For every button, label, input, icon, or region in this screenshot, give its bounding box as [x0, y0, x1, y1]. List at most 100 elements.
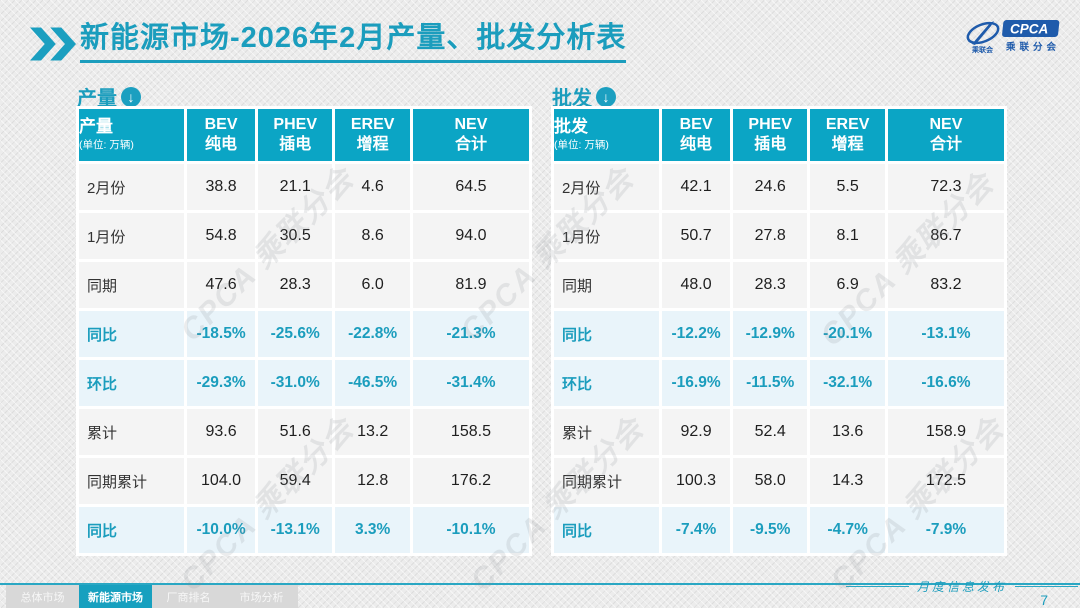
- cell-value: -4.7%: [810, 507, 885, 553]
- table-row: 1月份 54.8 30.5 8.6 94.0: [79, 213, 529, 259]
- table-row: 2月份 38.8 21.1 4.6 64.5: [79, 164, 529, 210]
- cell-value: 13.2: [335, 409, 410, 455]
- cell-value: -32.1%: [810, 360, 885, 406]
- table-row: 2月份 42.1 24.6 5.5 72.3: [554, 164, 1004, 210]
- table-row: 环比 -16.9% -11.5% -32.1% -16.6%: [554, 360, 1004, 406]
- table-row: 同期 47.6 28.3 6.0 81.9: [79, 262, 529, 308]
- cell-value: 158.9: [887, 409, 1004, 455]
- wholesale-table: 批发 (单位: 万辆) BEV 纯电 PHEV 插电 EREV 增程 NEV 合计 2月份 42…: [551, 106, 1007, 556]
- row-label: 同比: [79, 507, 185, 553]
- row-label: 同期累计: [554, 458, 660, 504]
- cell-value: 172.5: [887, 458, 1004, 504]
- table-row: 累计 92.9 52.4 13.6 158.9: [554, 409, 1004, 455]
- cell-value: -31.0%: [257, 360, 333, 406]
- cell-value: -10.0%: [187, 507, 255, 553]
- logo-sub-text: 乘联分会: [1005, 41, 1060, 53]
- cell-value: 58.0: [732, 458, 808, 504]
- wholesale-table-container: 批发 (单位: 万辆) BEV 纯电 PHEV 插电 EREV 增程 NEV 合计 2月份 42…: [551, 106, 1007, 556]
- row-label: 1月份: [554, 213, 660, 259]
- section-label-text: 产量: [77, 88, 117, 110]
- row-label: 同比: [554, 507, 660, 553]
- column-header: NEV 合计: [412, 109, 529, 161]
- table-row: 同比 -10.0% -13.1% 3.3% -10.1%: [79, 507, 529, 553]
- row-label: 环比: [554, 360, 660, 406]
- cell-value: 6.0: [335, 262, 410, 308]
- table-row: 同比 -7.4% -9.5% -4.7% -7.9%: [554, 507, 1004, 553]
- cell-value: 59.4: [257, 458, 333, 504]
- double-chevron-icon: [30, 27, 76, 61]
- cell-value: 86.7: [887, 213, 1004, 259]
- cell-value: -13.1%: [887, 311, 1004, 357]
- column-header: EREV 增程: [810, 109, 885, 161]
- page-number: 7: [1040, 592, 1048, 608]
- column-header: BEV 纯电: [662, 109, 730, 161]
- column-header: NEV 合计: [887, 109, 1004, 161]
- corner-label: 产量: [79, 116, 113, 136]
- row-label: 同期: [79, 262, 185, 308]
- cell-value: 54.8: [187, 213, 255, 259]
- table-row: 1月份 50.7 27.8 8.1 86.7: [554, 213, 1004, 259]
- cell-value: -22.8%: [335, 311, 410, 357]
- cell-value: 94.0: [412, 213, 529, 259]
- table-corner-header: 产量 (单位: 万辆): [79, 109, 185, 161]
- cell-value: 21.1: [257, 164, 333, 210]
- table-row: 同比 -12.2% -12.9% -20.1% -13.1%: [554, 311, 1004, 357]
- footer-note-text: 月度信息发布: [917, 579, 1008, 594]
- cell-value: 158.5: [412, 409, 529, 455]
- cell-value: -46.5%: [335, 360, 410, 406]
- page-title: 新能源市场-2026年2月产量、批发分析表: [80, 22, 627, 64]
- footer-note: 月度信息发布: [846, 579, 1079, 594]
- cell-value: 47.6: [187, 262, 255, 308]
- column-header: EREV 增程: [335, 109, 410, 161]
- row-label: 同比: [79, 311, 185, 357]
- column-header: PHEV 插电: [257, 109, 333, 161]
- table-row: 同期累计 104.0 59.4 12.8 176.2: [79, 458, 529, 504]
- tab-市场分析[interactable]: 市场分析: [225, 585, 298, 608]
- tab-厂商排名[interactable]: 厂商排名: [152, 585, 225, 608]
- cell-value: 27.8: [732, 213, 808, 259]
- cell-value: 4.6: [335, 164, 410, 210]
- header-row: 批发 (单位: 万辆) BEV 纯电 PHEV 插电 EREV 增程 NEV 合计: [554, 109, 1004, 161]
- row-label: 同期累计: [79, 458, 185, 504]
- cell-value: 176.2: [412, 458, 529, 504]
- down-arrow-icon: ↓: [121, 86, 141, 107]
- cell-value: -20.1%: [810, 311, 885, 357]
- cell-value: 28.3: [257, 262, 333, 308]
- cell-value: -13.1%: [257, 507, 333, 553]
- header-row: 产量 (单位: 万辆) BEV 纯电 PHEV 插电 EREV 增程 NEV 合计: [79, 109, 529, 161]
- cell-value: 6.9: [810, 262, 885, 308]
- cell-value: -7.4%: [662, 507, 730, 553]
- logo-mini-text: 乘联会: [971, 45, 994, 54]
- cell-value: 52.4: [732, 409, 808, 455]
- row-label: 累计: [79, 409, 185, 455]
- footer-note-line-left: [846, 585, 909, 587]
- cell-value: -16.9%: [662, 360, 730, 406]
- corner-label: 批发: [554, 116, 588, 136]
- tab-新能源市场[interactable]: 新能源市场: [79, 585, 152, 608]
- section-label-text: 批发: [552, 88, 592, 110]
- table-row: 同比 -18.5% -25.6% -22.8% -21.3%: [79, 311, 529, 357]
- footer-divider: [0, 583, 1080, 585]
- production-table: 产量 (单位: 万辆) BEV 纯电 PHEV 插电 EREV 增程 NEV 合计 2月份 38…: [76, 106, 532, 556]
- cell-value: 51.6: [257, 409, 333, 455]
- logo-cpca-text: CPCA: [1010, 22, 1048, 37]
- column-header: PHEV 插电: [732, 109, 808, 161]
- cell-value: -9.5%: [732, 507, 808, 553]
- cell-value: 28.3: [732, 262, 808, 308]
- tab-总体市场[interactable]: 总体市场: [6, 585, 79, 608]
- cell-value: -16.6%: [887, 360, 1004, 406]
- cell-value: 48.0: [662, 262, 730, 308]
- cell-value: -25.6%: [257, 311, 333, 357]
- cell-value: 8.1: [810, 213, 885, 259]
- row-label: 环比: [79, 360, 185, 406]
- cell-value: 24.6: [732, 164, 808, 210]
- corner-unit: (单位: 万辆): [79, 139, 134, 152]
- cell-value: 14.3: [810, 458, 885, 504]
- table-row: 同期累计 100.3 58.0 14.3 172.5: [554, 458, 1004, 504]
- row-label: 同比: [554, 311, 660, 357]
- cpca-logo: 乘联会 CPCA 乘联分会: [966, 20, 1060, 54]
- cell-value: 104.0: [187, 458, 255, 504]
- cell-value: -12.9%: [732, 311, 808, 357]
- cell-value: 8.6: [335, 213, 410, 259]
